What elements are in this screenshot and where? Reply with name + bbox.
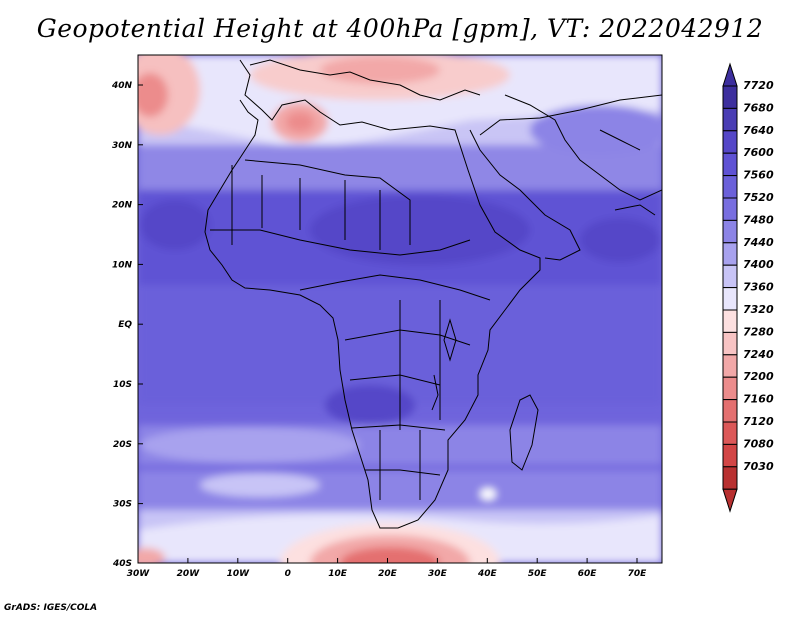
colorbar-segment: [722, 399, 738, 423]
lat-label: 40N: [111, 81, 133, 91]
lon-label: 30E: [428, 569, 448, 579]
lat-label: 30N: [112, 141, 133, 151]
colorbar-segment: [722, 331, 738, 356]
colorbar-segment: [722, 219, 738, 244]
colorbar-segment: [722, 197, 738, 221]
lon-label: 40E: [477, 569, 498, 579]
lat-label: 30S: [113, 500, 132, 510]
lon-label: 30W: [127, 569, 151, 579]
longitude-axis: 30W 20W 10W 0 10E 20E 30E 40E 50E 60E 70E: [127, 558, 647, 579]
lat-label: 20N: [112, 201, 133, 211]
lat-label: 10N: [112, 260, 133, 270]
colorbar-label: 7080: [743, 437, 774, 450]
colorbar-top-arrow: [722, 62, 738, 87]
colorbar-label: 7200: [743, 370, 774, 383]
colorbar-segment: [722, 466, 738, 490]
lat-label: 10S: [113, 380, 132, 390]
colorbar-segment: [722, 354, 738, 378]
colorbar-label: 7520: [743, 191, 774, 204]
colorbar-label: 7480: [743, 213, 774, 226]
colorbar-bottom-arrow: [722, 488, 738, 513]
lon-label: 10W: [227, 569, 251, 579]
lon-label: 20E: [378, 569, 398, 579]
colorbar-segment: [722, 152, 738, 177]
colorbar-segment: [722, 421, 738, 445]
colorbar-label: 7030: [743, 460, 774, 473]
chart-title: Geopotential Height at 400hPa [gpm], VT:…: [36, 14, 764, 43]
colorbar-segment: [722, 242, 738, 266]
colorbar-segment: [722, 85, 738, 109]
colorbar-label: 7320: [743, 303, 774, 316]
credit-text: GrADS: IGES/COLA: [4, 603, 98, 613]
colorbar-label: 7560: [743, 169, 774, 182]
colorbar-label: 7360: [743, 281, 774, 294]
colorbar-label: 7280: [743, 325, 774, 338]
colorbar-segment: [722, 376, 738, 401]
lon-label: 70E: [628, 569, 648, 579]
colorbar: 7720 7680 7640 7600 7560 7520 7480 7440 7400 7360…: [722, 62, 774, 513]
colorbar-label: 7240: [743, 348, 774, 361]
colorbar-segment: [722, 443, 738, 468]
height-field: [138, 55, 662, 563]
colorbar-label: 7640: [743, 124, 774, 137]
lon-label: 10E: [328, 569, 348, 579]
lon-label: 20W: [177, 569, 201, 579]
lat-label: 40S: [112, 559, 132, 569]
latitude-axis: 40N 30N 20N 10N EQ 10S 20S 30S 40S: [111, 81, 143, 569]
colorbar-segment: [722, 287, 738, 311]
lon-label: 50E: [528, 569, 548, 579]
colorbar-segment: [722, 309, 738, 333]
colorbar-label: 7400: [743, 258, 774, 271]
lon-label: 0: [285, 569, 291, 579]
coastlines: [204, 59, 662, 529]
lon-label: 60E: [578, 569, 598, 579]
colorbar-label: 7680: [743, 101, 774, 114]
lat-label: 20S: [113, 440, 132, 450]
colorbar-segment: [722, 175, 738, 199]
colorbar-label: 7440: [743, 236, 774, 249]
colorbar-segment: [722, 107, 738, 132]
colorbar-label: 7720: [743, 79, 774, 92]
colorbar-segment: [722, 264, 738, 289]
colorbar-label: 7120: [743, 415, 774, 428]
map-frame: [137, 54, 663, 564]
lat-label: EQ: [118, 320, 132, 330]
colorbar-label: 7160: [743, 393, 774, 406]
colorbar-segment: [722, 130, 738, 154]
colorbar-label: 7600: [743, 146, 774, 159]
